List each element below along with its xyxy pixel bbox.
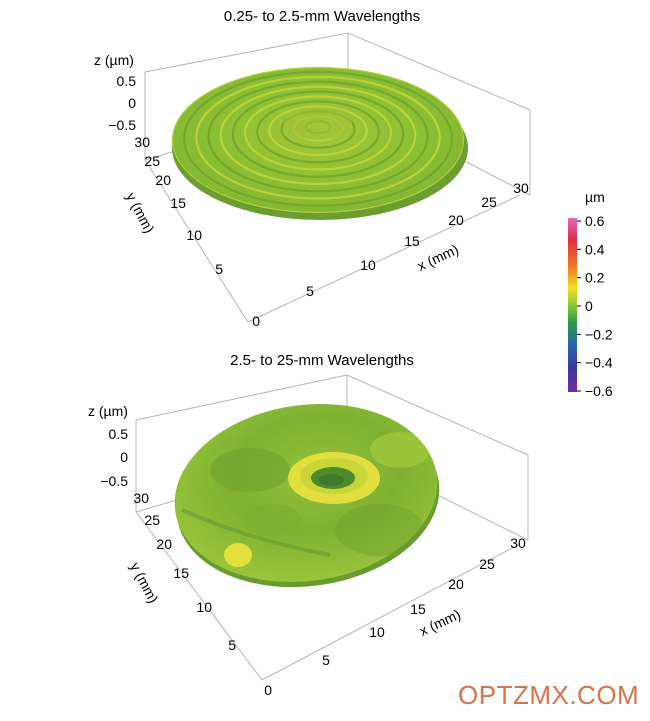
plot-2-z-tick: 0 xyxy=(120,449,128,465)
plot-1-y-tick: 25 xyxy=(144,153,160,169)
plot-1-ylabel: y (mm) xyxy=(123,190,158,236)
plot-1-y-ticks: 0 5 10 15 20 25 30 xyxy=(134,134,260,329)
surface-ring xyxy=(195,75,441,200)
plot-2-y-ticks: 0 5 10 15 20 25 30 xyxy=(133,490,272,698)
plot-2-x-tick: 30 xyxy=(510,535,526,551)
plot-2-surface-features xyxy=(181,432,430,567)
plot-2-x-tick: 25 xyxy=(479,556,495,572)
surface-center xyxy=(284,108,352,140)
plot-1-x-tick: 30 xyxy=(513,180,529,196)
plot-1-title: 0.25- to 2.5-mm Wavelengths xyxy=(224,8,420,25)
plot-2-x-tick: 10 xyxy=(369,624,385,640)
plot-1-y-tick: 30 xyxy=(134,134,150,150)
plot-2-z-ticks: 0.5 0 −0.5 xyxy=(100,426,128,489)
surface-ring xyxy=(268,105,368,157)
plot-2-ylabel: y (mm) xyxy=(127,560,162,606)
colorbar-tick-label: 0.2 xyxy=(585,270,605,286)
colorbar-tick-label: −0.2 xyxy=(585,326,613,342)
colorbar-tick-label: 0 xyxy=(585,298,593,314)
surface-ring xyxy=(231,90,405,178)
plot-1-z-tick: −0.5 xyxy=(108,117,136,133)
plot-1-x-tick: 25 xyxy=(481,194,497,210)
plot-2-y-tick: 30 xyxy=(133,490,149,506)
colorbar-tick-label: −0.6 xyxy=(585,383,613,399)
watermark: OPTZMX.COM xyxy=(458,680,640,710)
plot-1: 0.25- to 2.5-mm Wavelengths z (µm) 0.5 0… xyxy=(94,8,531,329)
surface-ring xyxy=(207,80,429,193)
plot-1-x-ticks: 5 10 15 20 25 30 xyxy=(306,180,529,299)
plot-1-z-tick: 0.5 xyxy=(117,73,137,89)
plot-1-y-tick: 20 xyxy=(155,172,171,188)
plot-2-z-tick: 0.5 xyxy=(109,426,129,442)
colorbar-unit: µm xyxy=(585,189,605,205)
surface-ring xyxy=(243,95,393,171)
plot-1-y-tick: 15 xyxy=(170,195,186,211)
plot-2-center-dip-core xyxy=(318,474,344,486)
plot-2-x-tick: 20 xyxy=(448,576,464,592)
plot-2-y-tick: 10 xyxy=(196,599,212,615)
plot-1-zlabel: z (µm) xyxy=(94,52,134,68)
colorbar-gradient xyxy=(568,218,577,392)
plot-2-x-ticks: 5 10 15 20 25 30 xyxy=(322,535,526,668)
plot-1-y-tick: 10 xyxy=(186,227,202,243)
plot-1-z-ticks: 0.5 0 −0.5 xyxy=(108,73,136,133)
colorbar-tick-label: 0.6 xyxy=(585,213,605,229)
plot-1-z-tick: 0 xyxy=(128,95,136,111)
plot-2-y-tick: 0 xyxy=(264,682,272,698)
plot-1-x-tick: 5 xyxy=(306,283,314,299)
plot-2-z-tick: −0.5 xyxy=(100,473,128,489)
plot-2: 2.5- to 25-mm Wavelengths z (µm) 0 xyxy=(88,352,529,698)
colorbar-tick-label: −0.4 xyxy=(585,355,613,371)
colorbar: µm 0.6 0.4 0.2 0 −0.2 −0.4 −0.6 xyxy=(568,189,613,399)
plot-1-x-tick: 15 xyxy=(404,233,420,249)
plot-2-x-tick: 15 xyxy=(410,601,426,617)
plot-2-y-tick: 25 xyxy=(144,512,160,528)
surface-ring xyxy=(183,70,453,207)
plot-1-y-tick: 5 xyxy=(215,261,223,277)
plot-1-x-tick: 20 xyxy=(448,212,464,228)
colorbar-tick-label: 0.4 xyxy=(585,241,605,257)
plot-2-zlabel: z (µm) xyxy=(88,403,128,419)
plot-2-y-tick: 5 xyxy=(228,637,236,653)
plot-1-surface-rings xyxy=(172,67,464,213)
plot-1-xlabel: x (mm) xyxy=(415,241,461,274)
plot-2-x-tick: 5 xyxy=(322,652,330,668)
surface-ring xyxy=(256,100,380,164)
plot-2-title: 2.5- to 25-mm Wavelengths xyxy=(230,352,414,369)
plot-1-x-tick: 10 xyxy=(360,257,376,273)
plot-2-y-tick: 15 xyxy=(173,565,189,581)
plot-1-y-tick: 0 xyxy=(252,313,260,329)
plot-2-y-tick: 20 xyxy=(156,536,172,552)
surface-ring xyxy=(219,85,417,186)
